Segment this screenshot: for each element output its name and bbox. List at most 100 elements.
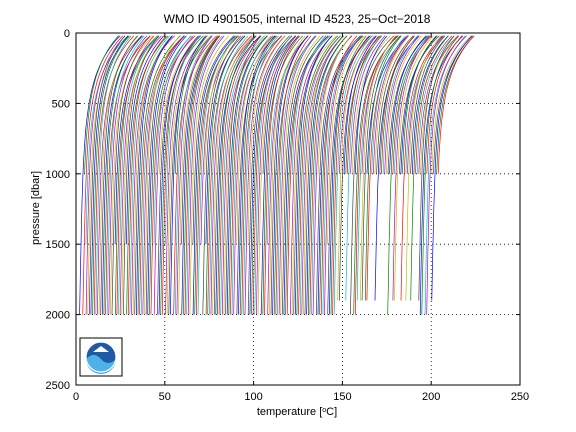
profile-line	[356, 35, 402, 301]
profile-line	[337, 35, 375, 301]
profile-line	[165, 35, 208, 315]
profile-line	[123, 35, 160, 315]
profile-line	[100, 35, 138, 315]
profile-line	[262, 35, 303, 315]
profile-line	[220, 35, 265, 315]
x-tick-label: 100	[244, 391, 262, 403]
profile-line	[236, 35, 275, 245]
profile-line	[183, 35, 220, 315]
profile-line	[134, 35, 173, 315]
profile-line	[215, 35, 261, 315]
profile-line	[307, 35, 348, 315]
profile-line	[173, 35, 217, 315]
profile-line	[290, 35, 333, 315]
profile-line	[296, 35, 339, 315]
profile-line	[243, 35, 279, 315]
profile-line	[360, 35, 396, 301]
profile-line	[394, 35, 434, 301]
profile-line	[247, 35, 290, 315]
profile-line	[392, 35, 431, 301]
x-tick-label: 50	[159, 391, 171, 403]
profile-line	[184, 35, 221, 315]
profile-line	[411, 35, 449, 174]
profile-line	[410, 35, 446, 174]
profile-line	[278, 35, 317, 315]
profile-line	[294, 35, 332, 315]
profile-line	[419, 35, 464, 315]
profile-line	[374, 35, 420, 301]
profile-line	[202, 35, 241, 315]
profile-line	[92, 35, 130, 315]
profile-line	[106, 35, 145, 315]
profile-line	[192, 35, 236, 315]
profile-line	[239, 35, 277, 315]
profile-line	[291, 35, 326, 174]
profile-line	[189, 35, 230, 315]
profile-line	[382, 35, 418, 174]
profile-line	[116, 35, 155, 315]
profile-line	[204, 35, 237, 174]
profile-line	[93, 35, 135, 315]
profile-line	[280, 35, 321, 315]
profile-line	[137, 35, 181, 315]
profile-line	[212, 35, 253, 315]
profile-line	[254, 35, 292, 315]
profile-line	[85, 35, 126, 315]
profile-line	[127, 35, 167, 315]
profile-line	[168, 35, 213, 315]
profile-line	[268, 35, 306, 315]
profile-line	[415, 35, 453, 174]
profile-line	[129, 35, 170, 315]
x-tick-label: 0	[73, 391, 79, 403]
profile-line	[426, 35, 466, 315]
profile-line	[241, 35, 283, 315]
profile-line	[230, 35, 274, 315]
profile-line	[407, 35, 444, 174]
profile-line	[327, 35, 365, 245]
profile-line	[187, 35, 225, 315]
profile-line	[176, 35, 213, 315]
profile-line	[145, 35, 185, 315]
profile-line	[387, 35, 430, 315]
profile-line	[387, 35, 428, 174]
profile-line	[205, 35, 245, 315]
profile-line	[223, 35, 268, 315]
profile-line	[95, 35, 132, 315]
profile-line	[324, 35, 362, 315]
profile-line	[225, 35, 262, 315]
profile-lines	[79, 35, 475, 315]
profile-line	[126, 35, 165, 245]
profile-line	[226, 35, 268, 315]
profile-line	[139, 35, 185, 315]
profile-line	[339, 35, 381, 301]
profile-line	[175, 35, 208, 174]
profile-line	[322, 35, 362, 315]
profile-line	[418, 35, 459, 174]
profile-line	[160, 35, 204, 315]
profile-line	[262, 35, 297, 174]
profile-line	[153, 35, 194, 315]
profile-line	[405, 35, 445, 174]
profile-line	[426, 35, 463, 174]
profile-line	[361, 35, 401, 301]
x-tick-label: 200	[422, 391, 440, 403]
profile-line	[410, 35, 449, 301]
profile-line	[389, 35, 427, 174]
profile-line	[298, 35, 341, 315]
profile-line	[384, 35, 420, 174]
profile-line	[218, 35, 262, 315]
profile-line	[291, 35, 337, 315]
profile-line	[148, 35, 192, 315]
profile-line	[161, 35, 201, 315]
profile-line	[350, 35, 386, 174]
profile-line	[416, 35, 455, 174]
x-tick-label: 150	[333, 391, 351, 403]
profile-line	[247, 35, 286, 245]
profile-line	[164, 35, 201, 245]
profile-line	[207, 35, 252, 315]
profile-line	[277, 35, 316, 315]
profile-line	[110, 35, 154, 315]
profile-line	[281, 35, 324, 315]
profile-line	[394, 35, 429, 174]
